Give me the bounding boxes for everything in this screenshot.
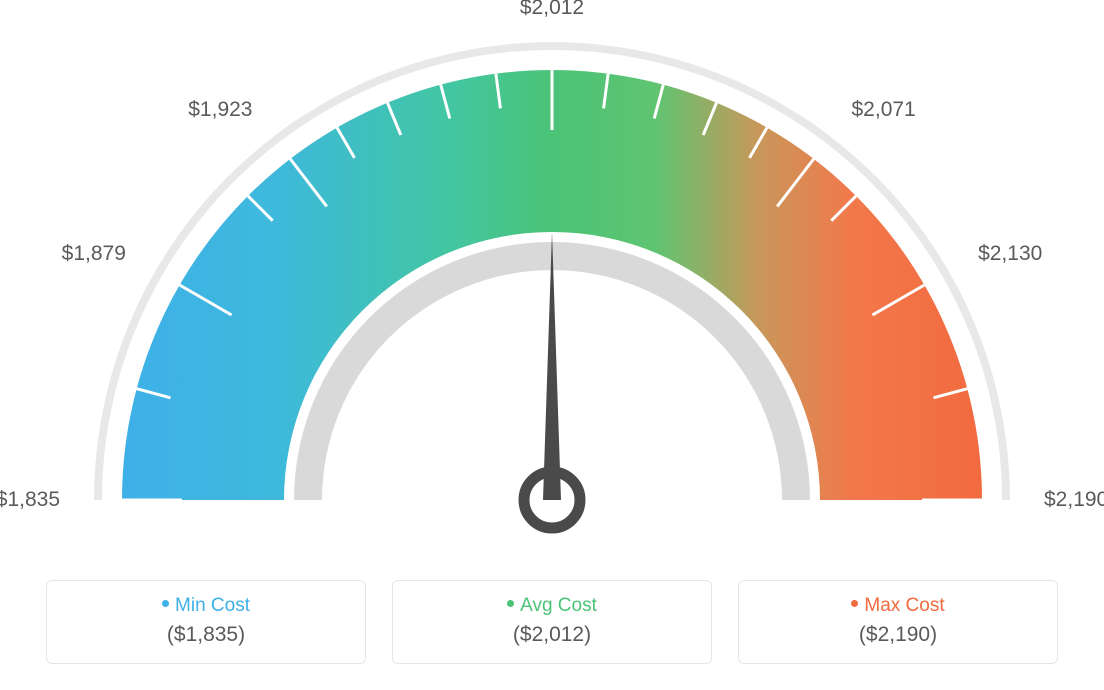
legend-title-max: Max Cost	[759, 595, 1037, 617]
legend-label-min: Min Cost	[175, 595, 250, 616]
gauge-svg	[20, 20, 1084, 560]
gauge-tick-label: $2,071	[852, 98, 916, 122]
legend-box-avg: Avg Cost ($2,012)	[392, 580, 712, 664]
gauge-tick-label: $1,835	[0, 488, 60, 512]
legend-dot-max	[851, 600, 858, 607]
legend-value-avg: ($2,012)	[413, 623, 691, 647]
legend-title-min: Min Cost	[67, 595, 345, 617]
gauge-chart: $1,835$1,879$1,923$2,012$2,071$2,130$2,1…	[20, 20, 1084, 560]
gauge-tick-label: $2,190	[1044, 488, 1104, 512]
gauge-tick-label: $2,130	[978, 242, 1042, 266]
legend-label-max: Max Cost	[864, 595, 944, 616]
gauge-tick-label: $1,879	[56, 242, 126, 266]
gauge-tick-label: $1,923	[182, 98, 252, 122]
legend-box-max: Max Cost ($2,190)	[738, 580, 1058, 664]
legend-row: Min Cost ($1,835) Avg Cost ($2,012) Max …	[20, 580, 1084, 664]
legend-label-avg: Avg Cost	[520, 595, 597, 616]
legend-dot-avg	[507, 600, 514, 607]
gauge-tick-label: $2,012	[517, 0, 587, 20]
legend-box-min: Min Cost ($1,835)	[46, 580, 366, 664]
legend-value-min: ($1,835)	[67, 623, 345, 647]
legend-dot-min	[162, 600, 169, 607]
legend-title-avg: Avg Cost	[413, 595, 691, 617]
legend-value-max: ($2,190)	[759, 623, 1037, 647]
